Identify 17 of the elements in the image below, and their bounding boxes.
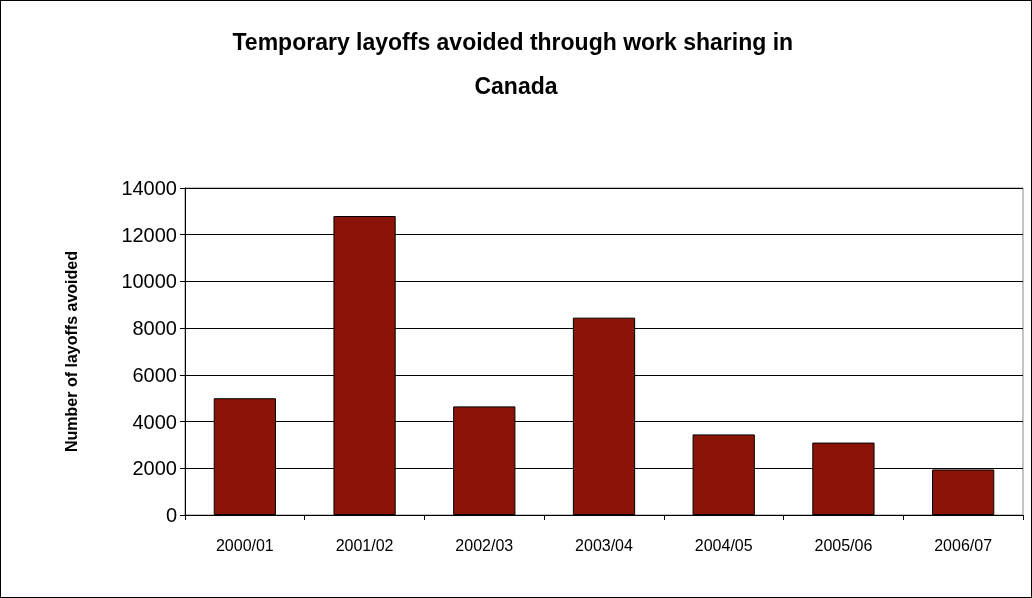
y-tick-label: 2000	[132, 457, 177, 480]
x-tick-label: 2005/06	[814, 536, 873, 554]
y-axis-title: Number of layoffs avoided	[62, 251, 80, 452]
y-tick-label: 4000	[132, 410, 177, 433]
x-tick-label: 2002/03	[455, 536, 514, 554]
y-tick-label: 8000	[132, 317, 177, 340]
y-tick-label: 0	[165, 504, 177, 526]
y-tick-label: 10000	[121, 270, 177, 293]
y-tick-label: 12000	[121, 223, 177, 246]
x-tick-label: 2003/04	[575, 536, 634, 554]
x-tick-label: 2001/02	[335, 536, 394, 554]
x-tick-label: 2006/07	[934, 536, 993, 554]
y-tick-label: 6000	[132, 363, 177, 386]
x-tick-label: 2004/05	[694, 536, 753, 554]
x-tick-label: 2000/01	[215, 536, 274, 554]
y-tick-label: 14000	[121, 177, 177, 199]
chart-title: Temporary layoffs avoided through work sharing in Canada	[232, 29, 800, 99]
